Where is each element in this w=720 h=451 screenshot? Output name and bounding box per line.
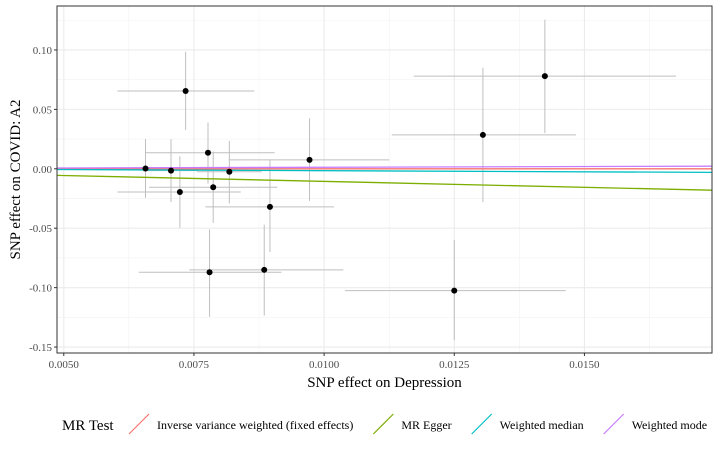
data-point xyxy=(168,167,175,174)
y-tick-label: 0.00 xyxy=(33,164,53,176)
data-point xyxy=(204,149,211,156)
legend-label: Inverse variance weighted (fixed effects… xyxy=(157,418,353,432)
x-axis-title: SNP effect on Depression xyxy=(307,375,462,391)
x-tick-label: 0.0050 xyxy=(49,359,80,371)
x-tick-label: 0.0125 xyxy=(439,359,470,371)
data-point xyxy=(261,266,268,273)
y-axis-title: SNP effect on COVID: A2 xyxy=(8,100,24,260)
line-weighted-mode xyxy=(56,165,713,169)
grid xyxy=(57,6,712,353)
data-point xyxy=(176,188,183,195)
data-point xyxy=(479,131,486,138)
regression-lines xyxy=(56,165,713,191)
y-axis-ticks: -0.15 -0.10 -0.05 0.00 0.05 0.10 xyxy=(29,45,57,354)
data-point xyxy=(182,87,189,94)
plot-border xyxy=(56,5,713,354)
y-tick-label: 0.10 xyxy=(33,45,53,57)
data-point xyxy=(210,184,217,191)
x-tick-label: 0.0075 xyxy=(179,359,210,371)
y-tick-label: -0.05 xyxy=(29,223,52,235)
legend-title: MR Test xyxy=(62,418,114,434)
data-point xyxy=(306,156,313,163)
data-points xyxy=(142,73,548,294)
legend-key-line xyxy=(603,413,625,435)
legend-label: MR Egger xyxy=(401,418,451,432)
data-point xyxy=(541,73,548,80)
legend-key-line xyxy=(372,413,394,435)
data-point xyxy=(266,203,273,210)
legend: MR Test Inverse variance weighted (fixed… xyxy=(62,412,707,436)
data-point xyxy=(142,165,149,172)
line-mr-egger xyxy=(56,174,713,191)
x-tick-label: 0.0100 xyxy=(309,359,340,371)
data-point xyxy=(206,269,213,276)
y-tick-label: 0.05 xyxy=(33,104,53,116)
x-axis-ticks: 0.0050 0.0075 0.0100 0.0125 0.0150 xyxy=(49,353,600,371)
legend-label: Weighted mode xyxy=(632,418,707,432)
plot-panel xyxy=(57,6,712,353)
legend-key-line xyxy=(128,413,150,435)
data-point xyxy=(226,168,233,175)
y-tick-label: -0.15 xyxy=(29,342,52,354)
legend-label: Weighted median xyxy=(500,418,584,432)
data-point xyxy=(451,287,458,294)
legend-key-line xyxy=(471,413,493,435)
x-tick-label: 0.0150 xyxy=(569,359,600,371)
y-tick-label: -0.10 xyxy=(29,283,52,295)
line-weighted-median xyxy=(56,168,713,174)
